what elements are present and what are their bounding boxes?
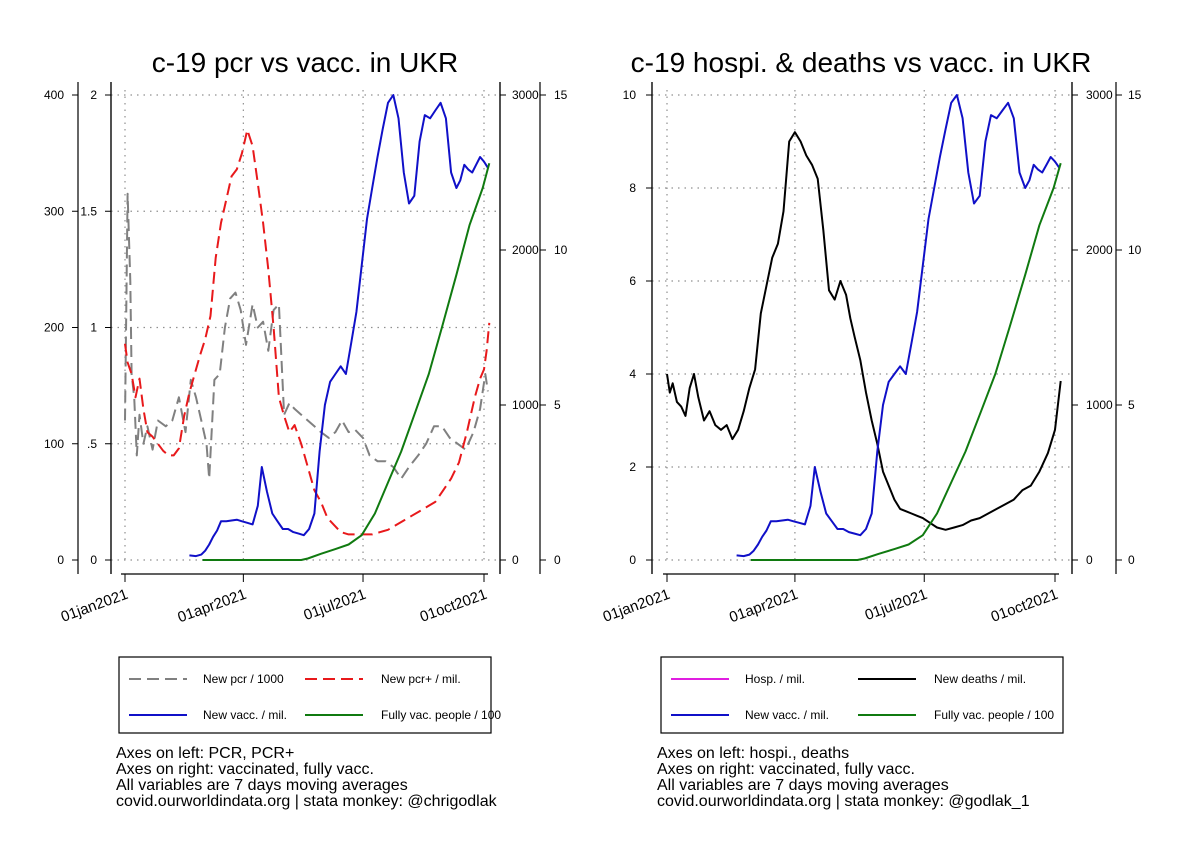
y-tick-label: 1.5	[80, 204, 97, 218]
x-tick-label: 01apr2021	[727, 586, 800, 627]
legend-box	[660, 656, 1064, 734]
series-line	[666, 131, 1062, 531]
chart-title: c-19 pcr vs vacc. in UKR	[152, 47, 459, 78]
y-tick-label: 15	[1128, 88, 1142, 102]
y-tick-label: 2	[90, 88, 97, 102]
series-line	[189, 94, 489, 558]
legend-label: New pcr / 1000	[203, 672, 284, 686]
note-line: covid.ourworldindata.org | stata monkey:…	[657, 793, 1030, 810]
y-tick-label: 300	[44, 204, 64, 218]
notes-right: Axes on left: hospi., deaths Axes on rig…	[657, 746, 1030, 810]
y-tick-label: 10	[1128, 243, 1142, 257]
legend-label: New deaths / mil.	[934, 672, 1026, 686]
note-line: Axes on right: vaccinated, fully vacc.	[116, 761, 374, 778]
y-tick-label: 5	[554, 398, 561, 412]
note-line: All variables are 7 days moving averages	[657, 777, 949, 794]
y-tick-label: .5	[87, 437, 97, 451]
y-tick-label: 0	[1128, 553, 1135, 567]
series-line	[736, 94, 1061, 558]
note-line: Axes on right: vaccinated, fully vacc.	[657, 761, 915, 778]
y-tick-label: 0	[554, 553, 561, 567]
note-line: Axes on left: PCR, PCR+	[116, 745, 295, 762]
legend-label: New vacc. / mil.	[203, 708, 287, 722]
y-tick-label: 2000	[1086, 243, 1113, 257]
y-tick-label: 4	[629, 367, 636, 381]
y-tick-label: 2	[629, 460, 636, 474]
legend-label: Fully vac. people / 100	[934, 708, 1054, 722]
legend-label: Fully vac. people / 100	[381, 708, 501, 722]
y-tick-label: 10	[554, 243, 568, 257]
y-tick-label: 200	[44, 321, 64, 335]
y-tick-label: 0	[57, 553, 64, 567]
y-tick-label: 400	[44, 88, 64, 102]
series-line	[124, 192, 489, 480]
series-line	[124, 128, 491, 536]
series-line	[750, 162, 1062, 561]
legend-label: New pcr+ / mil.	[381, 672, 461, 686]
legend-label: New vacc. / mil.	[745, 708, 829, 722]
x-tick-label: 01jan2021	[601, 586, 673, 626]
legend-label: Hosp. / mil.	[745, 672, 805, 686]
x-tick-label: 01apr2021	[175, 586, 248, 627]
y-tick-label: 0	[629, 553, 636, 567]
y-tick-label: 100	[44, 437, 64, 451]
series-line	[202, 162, 491, 561]
x-tick-label: 01oct2021	[989, 586, 1061, 626]
y-tick-label: 6	[629, 274, 636, 288]
y-tick-label: 0	[1086, 553, 1093, 567]
x-tick-label: 01jul2021	[863, 586, 930, 624]
chart-title: c-19 hospi. & deaths vs vacc. in UKR	[631, 47, 1092, 78]
notes-left: Axes on left: PCR, PCR+ Axes on right: v…	[116, 746, 497, 810]
chart-panel-0: c-19 pcr vs vacc. in UKR01002003004000.5…	[44, 47, 568, 734]
y-tick-label: 2000	[512, 243, 539, 257]
y-tick-label: 3000	[512, 88, 539, 102]
note-line: All variables are 7 days moving averages	[116, 777, 408, 794]
note-line: Axes on left: hospi., deaths	[657, 745, 850, 762]
note-line: covid.ourworldindata.org | stata monkey:…	[116, 793, 497, 810]
y-tick-label: 1000	[512, 398, 539, 412]
x-tick-label: 01jul2021	[301, 586, 368, 624]
y-tick-label: 0	[512, 553, 519, 567]
y-tick-label: 15	[554, 88, 568, 102]
y-tick-label: 8	[629, 181, 636, 195]
y-tick-label: 1	[90, 321, 97, 335]
y-tick-label: 1000	[1086, 398, 1113, 412]
y-tick-label: 3000	[1086, 88, 1113, 102]
x-tick-label: 01oct2021	[418, 586, 490, 626]
legend-box	[118, 656, 492, 734]
y-tick-label: 10	[623, 88, 637, 102]
chart-panel-1: c-19 hospi. & deaths vs vacc. in UKR 0 2 4 6…	[601, 47, 1142, 734]
y-tick-label: 5	[1128, 398, 1135, 412]
y-tick-label: 0	[90, 553, 97, 567]
x-tick-label: 01jan2021	[59, 586, 131, 626]
